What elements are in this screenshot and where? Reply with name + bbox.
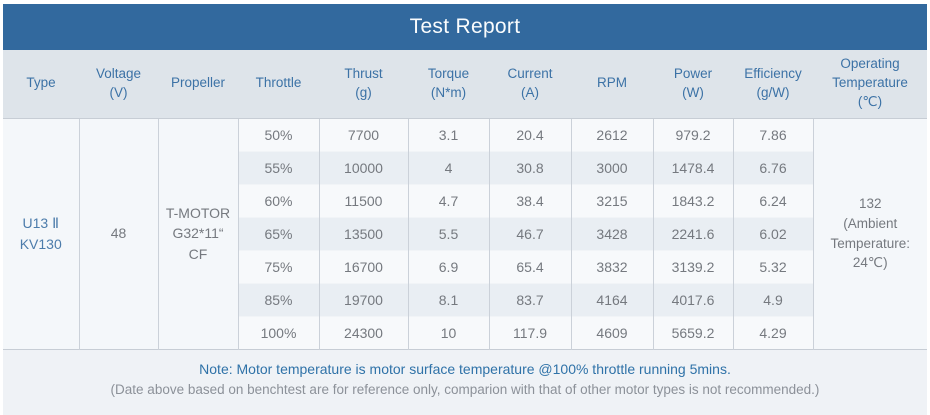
cell-rpm: 3000 xyxy=(571,150,654,184)
cell-throttle: 55% xyxy=(238,150,320,184)
cell-thrust: 24300 xyxy=(319,315,409,349)
report-title: Test Report xyxy=(3,4,927,50)
cell-throttle: 50% xyxy=(238,118,320,151)
voltage-cell: 48 xyxy=(79,118,159,349)
operating-temperature-cell: 132 (Ambient Temperature: 24℃) xyxy=(813,118,927,349)
cell-power: 3139.2 xyxy=(653,249,734,283)
cell-torque: 4 xyxy=(408,150,490,184)
cell-current: 65.4 xyxy=(489,249,572,283)
cell-torque: 5.5 xyxy=(408,216,490,250)
cell-throttle: 85% xyxy=(238,282,320,316)
col-header-power: Power (W) xyxy=(653,50,733,119)
col-header-propeller: Propeller xyxy=(158,50,238,119)
col-header-operating-temperature: Operating Temperature (℃) xyxy=(813,50,927,119)
cell-efficiency: 5.32 xyxy=(733,249,814,283)
cell-current: 46.7 xyxy=(489,216,572,250)
cell-power: 979.2 xyxy=(653,118,734,151)
cell-efficiency: 6.76 xyxy=(733,150,814,184)
cell-thrust: 11500 xyxy=(319,183,409,217)
header-row: Type Voltage (V) Propeller Throttle Thru… xyxy=(3,50,927,119)
cell-efficiency: 6.24 xyxy=(733,183,814,217)
cell-power: 2241.6 xyxy=(653,216,734,250)
col-header-thrust: Thrust (g) xyxy=(319,50,408,119)
cell-throttle: 100% xyxy=(238,315,320,349)
cell-torque: 10 xyxy=(408,315,490,349)
cell-torque: 6.9 xyxy=(408,249,490,283)
col-header-rpm: RPM xyxy=(571,50,653,119)
cell-thrust: 7700 xyxy=(319,118,409,151)
cell-current: 117.9 xyxy=(489,315,572,349)
cell-thrust: 19700 xyxy=(319,282,409,316)
cell-torque: 3.1 xyxy=(408,118,490,151)
col-header-efficiency: Efficiency (g/W) xyxy=(733,50,813,119)
table-row: 65% 13500 5.5 46.7 3428 2241.6 6.02 xyxy=(3,216,927,250)
cell-efficiency: 7.86 xyxy=(733,118,814,151)
col-header-voltage: Voltage (V) xyxy=(79,50,158,119)
cell-torque: 8.1 xyxy=(408,282,490,316)
cell-rpm: 3832 xyxy=(571,249,654,283)
col-header-throttle: Throttle xyxy=(238,50,319,119)
cell-efficiency: 4.29 xyxy=(733,315,814,349)
footnote-area: Note: Motor temperature is motor surface… xyxy=(3,349,927,415)
cell-current: 83.7 xyxy=(489,282,572,316)
table-row: 60% 11500 4.7 38.4 3215 1843.2 6.24 xyxy=(3,183,927,217)
table-row: 100% 24300 10 117.9 4609 5659.2 4.29 xyxy=(3,315,927,349)
propeller-cell: T-MOTOR G32*11“ CF xyxy=(158,118,239,349)
cell-efficiency: 4.9 xyxy=(733,282,814,316)
table-row: 55% 10000 4 30.8 3000 1478.4 6.76 xyxy=(3,150,927,184)
type-cell: U13 Ⅱ KV130 xyxy=(3,118,80,349)
table-row: 85% 19700 8.1 83.7 4164 4017.6 4.9 xyxy=(3,282,927,316)
cell-power: 5659.2 xyxy=(653,315,734,349)
cell-thrust: 16700 xyxy=(319,249,409,283)
cell-current: 30.8 xyxy=(489,150,572,184)
cell-thrust: 10000 xyxy=(319,150,409,184)
cell-current: 20.4 xyxy=(489,118,572,151)
cell-rpm: 3428 xyxy=(571,216,654,250)
cell-throttle: 65% xyxy=(238,216,320,250)
cell-power: 4017.6 xyxy=(653,282,734,316)
cell-rpm: 4164 xyxy=(571,282,654,316)
footnote-line-1: Note: Motor temperature is motor surface… xyxy=(199,360,731,377)
test-report: Test Report Type Voltage (V) Propeller T… xyxy=(3,4,927,415)
cell-throttle: 60% xyxy=(238,183,320,217)
col-header-torque: Torque (N*m) xyxy=(408,50,489,119)
col-header-current: Current (A) xyxy=(489,50,571,119)
cell-throttle: 75% xyxy=(238,249,320,283)
table-row: U13 Ⅱ KV130 48 T-MOTOR G32*11“ CF 50% 77… xyxy=(3,118,927,349)
table-row: 75% 16700 6.9 65.4 3832 3139.2 5.32 xyxy=(3,249,927,283)
footnote-line-2: (Date above based on benchtest are for r… xyxy=(110,381,820,397)
cell-rpm: 4609 xyxy=(571,315,654,349)
cell-power: 1843.2 xyxy=(653,183,734,217)
cell-power: 1478.4 xyxy=(653,150,734,184)
cell-rpm: 3215 xyxy=(571,183,654,217)
cell-thrust: 13500 xyxy=(319,216,409,250)
cell-current: 38.4 xyxy=(489,183,572,217)
col-header-type: Type xyxy=(3,50,79,119)
test-report-table: Type Voltage (V) Propeller Throttle Thru… xyxy=(3,50,927,350)
cell-efficiency: 6.02 xyxy=(733,216,814,250)
cell-rpm: 2612 xyxy=(571,118,654,151)
cell-torque: 4.7 xyxy=(408,183,490,217)
